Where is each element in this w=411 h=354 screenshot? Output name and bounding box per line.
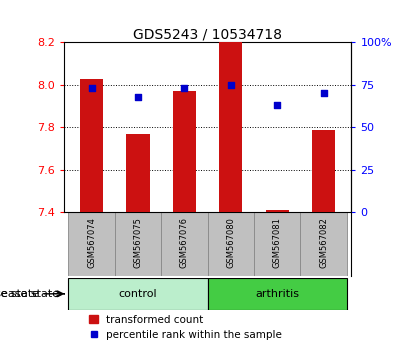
Text: GSM567082: GSM567082 (319, 217, 328, 268)
Legend: transformed count, percentile rank within the sample: transformed count, percentile rank withi… (90, 315, 282, 340)
Bar (254, 212, 300, 276)
Title: GDS5243 / 10534718: GDS5243 / 10534718 (133, 27, 282, 41)
Bar (208, 212, 254, 276)
Bar (173, 91, 196, 212)
Point (135, 94, 141, 100)
Point (88, 86, 95, 91)
Bar (126, 134, 150, 212)
Point (227, 82, 234, 88)
Text: GSM567080: GSM567080 (226, 217, 235, 268)
Bar (68, 278, 208, 310)
Text: control: control (119, 289, 157, 299)
Point (181, 86, 188, 91)
Text: arthritis: arthritis (255, 289, 299, 299)
Text: GSM567081: GSM567081 (272, 217, 282, 268)
Bar (115, 212, 161, 276)
Bar (80, 79, 103, 212)
Bar (300, 212, 347, 276)
Bar (161, 212, 208, 276)
Bar (219, 42, 242, 212)
Point (274, 103, 280, 108)
Text: GSM567074: GSM567074 (87, 217, 96, 268)
Bar (208, 278, 347, 310)
Text: disease state: disease state (0, 289, 39, 299)
Text: GSM567075: GSM567075 (134, 217, 143, 268)
Text: GSM567076: GSM567076 (180, 217, 189, 268)
Bar (266, 210, 289, 212)
Point (320, 91, 327, 96)
Text: disease state: disease state (0, 289, 60, 299)
Bar (312, 130, 335, 212)
Bar (68, 212, 115, 276)
